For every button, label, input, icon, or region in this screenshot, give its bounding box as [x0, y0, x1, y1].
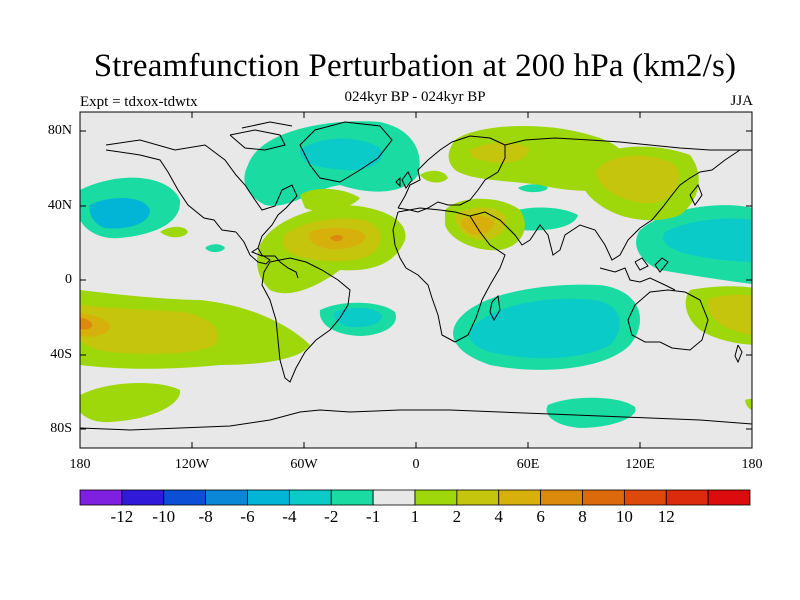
pos-region-south-pacific-max: [80, 318, 93, 330]
colorbar-swatch: [414, 489, 458, 506]
colorbar-label: 12: [657, 507, 675, 526]
neg-region-tropical-patch: [205, 244, 225, 253]
colorbar-label: 1: [410, 507, 420, 526]
colorbar-label: -1: [366, 507, 381, 526]
pos-region-mideast-max: [461, 215, 494, 235]
plot-subtitle: 024kyr BP - 024kyr BP: [344, 89, 486, 105]
colorbar-swatch: [707, 489, 751, 506]
coast-arabia-asia: [469, 137, 752, 261]
colorbar-label: -2: [324, 507, 339, 526]
lat-label-80s: 80S: [50, 421, 72, 436]
colorbar-label: -6: [240, 507, 255, 526]
plot-title: Streamfunction Perturbation at 200 hPa (…: [93, 48, 737, 84]
coast-africa: [392, 207, 506, 343]
neg-region-arabia-patch: [518, 184, 548, 193]
coast-arctic-islands: [229, 121, 293, 151]
pos-region-north-atlantic-band: [300, 188, 360, 212]
colorbar-label: 10: [615, 507, 633, 526]
pos-region-east-asia-mid: [596, 155, 679, 204]
pos-region-eurasia-core: [469, 142, 530, 164]
coast-south-america: [261, 257, 351, 383]
colorbar-label: -12: [110, 507, 134, 526]
lon-label-60e: 60E: [516, 457, 540, 472]
pos-region-southern-pacific-lower: [80, 383, 181, 423]
coast-north-america: [105, 139, 299, 279]
pos-region-central-pacific-small: [160, 226, 188, 238]
lon-label-60w: 60W: [290, 457, 318, 472]
pos-region-far-east-edge: [745, 398, 752, 411]
colorbar-label: 6: [536, 507, 545, 526]
season-label: JJA: [730, 93, 753, 109]
lat-label-0: 0: [65, 272, 72, 287]
coastlines: [80, 121, 752, 431]
neg-region-west-pacific-core: [663, 218, 752, 262]
map-frame: [79, 111, 753, 449]
lon-label-180w: 180: [69, 457, 91, 472]
pos-region-australia-east-core: [708, 295, 752, 335]
pos-region-south-pacific-mid: [80, 305, 219, 354]
lon-label-0: 0: [412, 457, 420, 472]
colorbar-swatch: [330, 489, 374, 506]
neg-region-north-atlantic-core: [300, 138, 383, 171]
coast-greenland: [299, 121, 393, 183]
lat-label-40n: 40N: [47, 198, 72, 213]
coast-madagascar: [489, 294, 501, 322]
colorbar-swatch: [288, 489, 332, 506]
coast-new-zealand: [734, 344, 743, 364]
colorbar: [79, 489, 751, 506]
lat-label-40s: 40S: [50, 347, 72, 362]
colorbar-swatch: [540, 489, 583, 506]
coast-australia: [627, 289, 709, 351]
lon-label-120w: 120W: [174, 457, 210, 472]
colorbar-swatch: [582, 489, 625, 506]
colorbar-label: -8: [198, 507, 213, 526]
lon-label-180e: 180: [741, 457, 763, 472]
colorbar-swatch: [121, 489, 165, 506]
colorbar-swatch: [205, 489, 248, 506]
colorbar-swatch: [498, 489, 542, 506]
colorbar-swatch: [665, 489, 709, 506]
pos-region-north-atlantic-small: [420, 170, 448, 183]
colorbar-swatch: [372, 489, 416, 506]
colorbar-swatch: [79, 489, 123, 506]
coast-europe: [397, 135, 506, 213]
colorbar-swatch: [623, 489, 667, 506]
pos-region-south-pacific-core: [80, 313, 110, 337]
colorbar-label: 4: [494, 507, 504, 526]
coast-british-isles: [395, 171, 413, 189]
neg-region-north-pacific-core: [89, 198, 150, 229]
colorbar-label: 2: [452, 507, 462, 526]
colorbar-label: -10: [152, 507, 176, 526]
coast-southeast-asia-islands: [599, 184, 703, 291]
lat-label-80n: 80N: [47, 123, 72, 138]
colorbar-swatch: [456, 489, 500, 506]
colorbar-label: 8: [578, 507, 587, 526]
colorbar-label: -4: [282, 507, 297, 526]
colorbar-swatch: [247, 489, 290, 506]
coast-gulf-central-america: [235, 231, 271, 265]
coast-antarctica: [80, 409, 752, 431]
pos-region-tropical-atlantic-max: [330, 235, 343, 241]
colorbar-swatch: [163, 489, 207, 506]
lon-label-120e: 120E: [625, 457, 655, 472]
experiment-label: Expt = tdxox-tdwtx: [80, 94, 198, 110]
neg-region-south-atlantic-core: [334, 307, 382, 328]
neg-region-southern-ocean: [546, 397, 636, 428]
neg-region-indian-ocean-core: [468, 298, 620, 359]
field-layer: [80, 112, 752, 448]
